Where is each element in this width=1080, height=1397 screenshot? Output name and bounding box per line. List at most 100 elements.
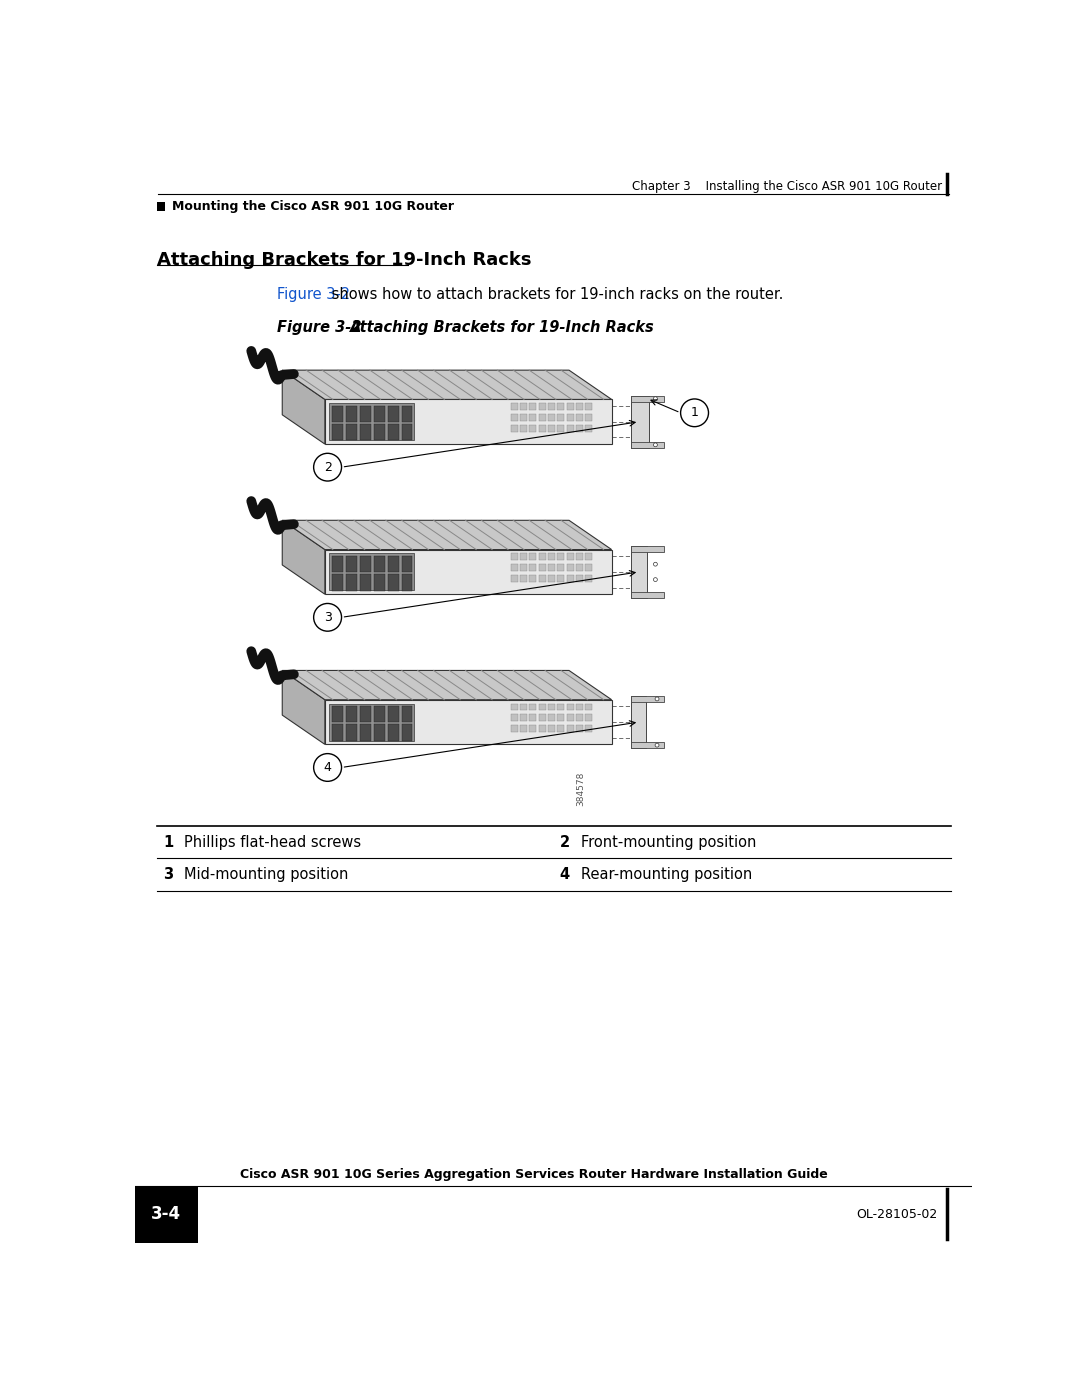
Bar [576,704,583,711]
Text: 2: 2 [559,834,570,849]
Text: Attaching Brackets for 19-Inch Racks: Attaching Brackets for 19-Inch Racks [350,320,656,335]
Bar [631,395,649,448]
Bar [402,425,413,440]
Bar [548,564,555,571]
Bar [557,564,565,571]
Bar [511,425,517,432]
Text: Figure 3-2: Figure 3-2 [276,320,362,335]
Polygon shape [282,671,611,700]
Bar [576,404,583,411]
Bar [135,1186,198,1243]
Bar [529,564,537,571]
Bar [631,546,663,552]
Polygon shape [282,520,611,549]
Text: 1: 1 [163,834,173,849]
Bar [631,546,647,598]
Bar [374,556,384,571]
Bar [332,405,342,422]
Bar [521,414,527,420]
Bar [402,705,413,722]
Text: 4: 4 [559,868,570,882]
Bar [631,696,663,703]
Text: Front-mounting position: Front-mounting position [581,834,756,849]
Bar [529,576,537,583]
Bar [557,704,565,711]
Bar [567,414,573,420]
Bar [360,574,370,591]
Bar [521,725,527,732]
Text: 3-4: 3-4 [151,1206,181,1224]
Circle shape [313,453,341,481]
Bar [332,425,342,440]
Bar [631,441,663,448]
Bar [511,725,517,732]
Bar [332,556,342,571]
Circle shape [656,743,659,747]
Bar [567,553,573,560]
Bar [539,725,545,732]
Bar [585,704,592,711]
Bar [539,404,545,411]
Bar [585,425,592,432]
Bar [576,576,583,583]
Bar [511,553,517,560]
Bar [529,725,537,732]
Bar [346,574,356,591]
Bar [529,404,537,411]
Bar [557,404,565,411]
Bar [346,556,356,571]
Bar [576,414,583,420]
Bar [521,553,527,560]
Bar [585,553,592,560]
Bar [157,203,165,211]
Bar [374,574,384,591]
Bar [548,404,555,411]
Bar [402,725,413,740]
Circle shape [653,443,658,447]
Bar [539,414,545,420]
Bar [539,425,545,432]
Bar [557,725,565,732]
Text: Phillips flat-head screws: Phillips flat-head screws [184,834,361,849]
Circle shape [656,697,659,701]
Bar [529,714,537,721]
Bar [557,553,565,560]
Bar [529,553,537,560]
Bar [388,725,399,740]
Text: 1: 1 [690,407,699,419]
Bar [328,704,414,740]
Bar [567,404,573,411]
Bar [548,553,555,560]
Bar [360,705,370,722]
Text: Attaching Brackets for 19-Inch Racks: Attaching Brackets for 19-Inch Racks [157,251,531,268]
Bar [548,725,555,732]
Text: Chapter 3    Installing the Cisco ASR 901 10G Router: Chapter 3 Installing the Cisco ASR 901 1… [633,180,943,193]
Bar [557,414,565,420]
Bar [631,395,663,402]
Bar [511,564,517,571]
Bar [388,405,399,422]
Bar [332,725,342,740]
Bar [521,704,527,711]
Bar [567,576,573,583]
Bar [511,404,517,411]
Bar [539,704,545,711]
Bar [567,714,573,721]
Circle shape [313,604,341,631]
Text: Figure 3-2: Figure 3-2 [276,286,350,302]
Bar [576,564,583,571]
Bar [529,425,537,432]
Bar [567,564,573,571]
Text: shows how to attach brackets for 19-inch racks on the router.: shows how to attach brackets for 19-inch… [327,286,784,302]
Bar [557,576,565,583]
Bar [374,705,384,722]
Polygon shape [325,400,611,444]
Bar [328,404,414,440]
Circle shape [653,397,658,401]
Bar [567,425,573,432]
Bar [585,564,592,571]
Bar [548,425,555,432]
Text: 4: 4 [324,761,332,774]
Bar [576,553,583,560]
Bar [346,425,356,440]
